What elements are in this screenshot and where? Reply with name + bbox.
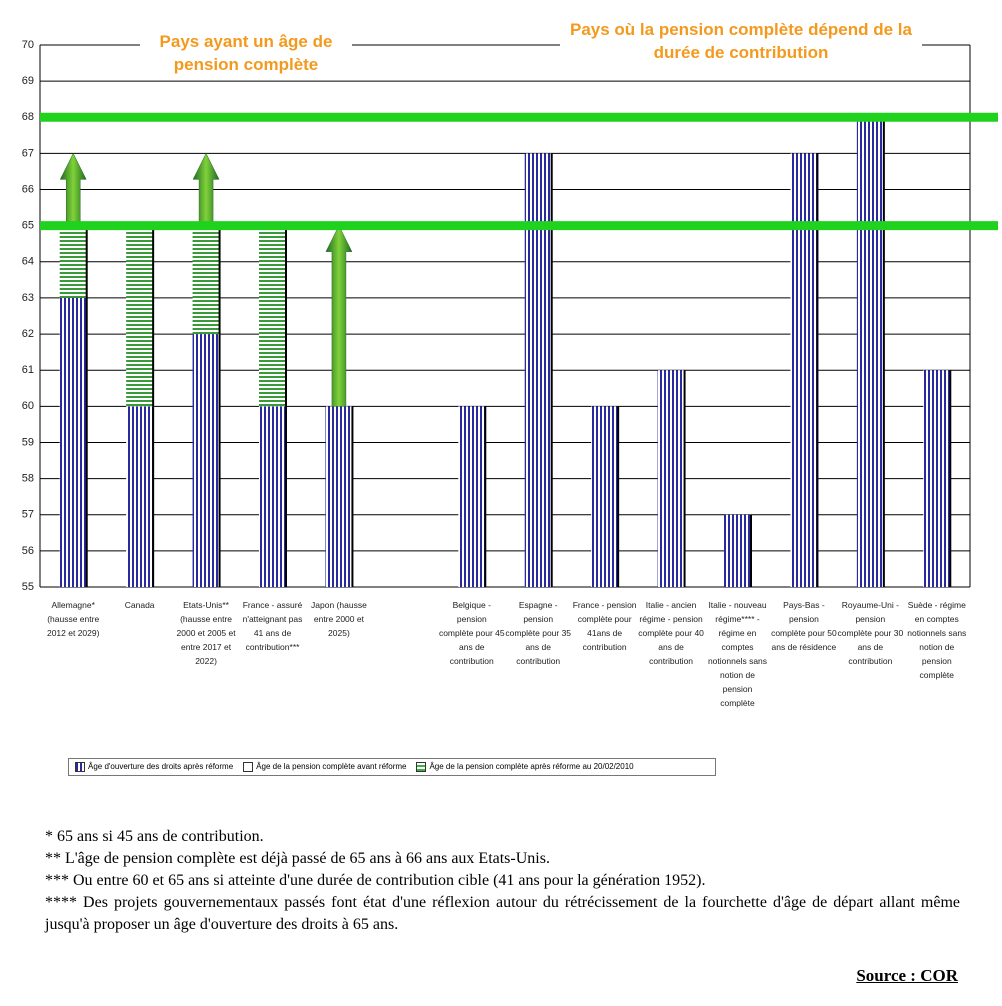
y-tick-label: 70 bbox=[22, 39, 34, 51]
y-tick-label: 67 bbox=[22, 147, 34, 159]
legend-swatch bbox=[416, 762, 427, 772]
x-tick-label: Etats-Unis** (hausse entre 2000 et 2005 … bbox=[176, 600, 236, 666]
arrow bbox=[192, 152, 220, 226]
legend-label: Âge de la pension complète après réforme… bbox=[429, 762, 634, 772]
legend-item: Âge de la pension complète après réforme… bbox=[416, 762, 634, 772]
footnotes: * 65 ans si 45 ans de contribution. ** L'… bbox=[45, 826, 960, 936]
x-tick-label: Espagne - pension complète pour 35 ans d… bbox=[505, 600, 572, 666]
y-tick-label: 58 bbox=[22, 473, 34, 485]
bar bbox=[657, 370, 685, 587]
y-tick-label: 65 bbox=[22, 220, 34, 232]
footnote: *** Ou entre 60 et 65 ans si atteinte d'… bbox=[45, 872, 706, 889]
y-tick-label: 63 bbox=[22, 292, 34, 304]
bar bbox=[59, 297, 87, 587]
x-tick-label: France - assuré n'atteignant pas 41 ans … bbox=[242, 600, 303, 652]
y-tick-label: 64 bbox=[22, 256, 34, 268]
bar bbox=[259, 406, 286, 587]
bar-segment bbox=[59, 225, 87, 298]
legend-label: Âge de la pension complète avant réforme bbox=[256, 762, 407, 772]
arrow bbox=[59, 152, 87, 226]
legend: Âge d'ouverture des droits après réforme… bbox=[68, 758, 716, 776]
y-tick-label: 69 bbox=[22, 75, 34, 87]
legend-label: Âge d'ouverture des droits après réforme bbox=[88, 762, 234, 772]
bar-segment bbox=[126, 225, 154, 407]
x-tick-label: Belgique - pension complète pour 45 ans … bbox=[438, 600, 505, 666]
bar bbox=[192, 334, 220, 587]
y-tick-label: 61 bbox=[22, 364, 34, 376]
arrow bbox=[325, 225, 353, 407]
x-tick-label: Allemagne* (hausse entre 2012 et 2029) bbox=[46, 600, 100, 638]
x-tick-label: Japon (hausse entre 2000 et 2025) bbox=[311, 600, 367, 638]
footnote: * 65 ans si 45 ans de contribution. bbox=[45, 828, 264, 845]
x-tick-label: Royaume-Uni - pension complète pour 30 a… bbox=[837, 600, 904, 666]
bar bbox=[790, 153, 818, 587]
bar bbox=[126, 406, 154, 587]
bar bbox=[325, 406, 353, 587]
x-tick-label: Suède - régime en comptes notionnels san… bbox=[907, 600, 967, 680]
chart: 55 56 57 58 59 60 61 62 63 64 65 66 67 68 69 70 bbox=[22, 39, 998, 593]
y-tick-label: 60 bbox=[22, 400, 34, 412]
y-tick-label: 57 bbox=[22, 509, 34, 521]
annotation: Pays où la pension complète dépend de la… bbox=[560, 18, 922, 64]
y-tick-label: 62 bbox=[22, 328, 34, 340]
x-tick-label: Canada bbox=[124, 600, 155, 610]
footnote: ** L'âge de pension complète est déjà pa… bbox=[45, 850, 550, 867]
y-tick-label: 66 bbox=[22, 183, 34, 195]
y-tick-label: 55 bbox=[22, 581, 34, 593]
x-tick-label: France - pension complète pour 41ans de … bbox=[572, 600, 637, 652]
legend-swatch bbox=[75, 762, 85, 772]
footnote: **** Des projets gouvernementaux passés … bbox=[45, 894, 960, 933]
x-tick-label: Italie - ancien régime - pension complèt… bbox=[638, 600, 704, 666]
bar bbox=[524, 153, 552, 587]
bar bbox=[724, 514, 751, 587]
legend-item: Âge d'ouverture des droits après réforme bbox=[75, 762, 233, 772]
bar-segment bbox=[259, 225, 286, 407]
bar bbox=[458, 406, 486, 587]
source: Source : COR bbox=[856, 966, 958, 985]
y-tick-label: 59 bbox=[22, 436, 34, 448]
annotation: Pays ayant un âge de pension complète bbox=[140, 30, 352, 76]
legend-swatch bbox=[243, 762, 254, 772]
bar bbox=[591, 406, 619, 587]
bar bbox=[856, 117, 884, 588]
x-tick-label: Italie - nouveau régime**** - régime en … bbox=[707, 600, 768, 708]
legend-item: Âge de la pension complète avant réforme bbox=[243, 762, 406, 772]
bar bbox=[923, 370, 951, 587]
y-tick-label: 68 bbox=[22, 111, 34, 123]
y-tick-label: 56 bbox=[22, 545, 34, 557]
x-tick-label: Pays-Bas - pension complète pour 50 ans … bbox=[771, 600, 837, 652]
bar-segment bbox=[192, 225, 220, 335]
